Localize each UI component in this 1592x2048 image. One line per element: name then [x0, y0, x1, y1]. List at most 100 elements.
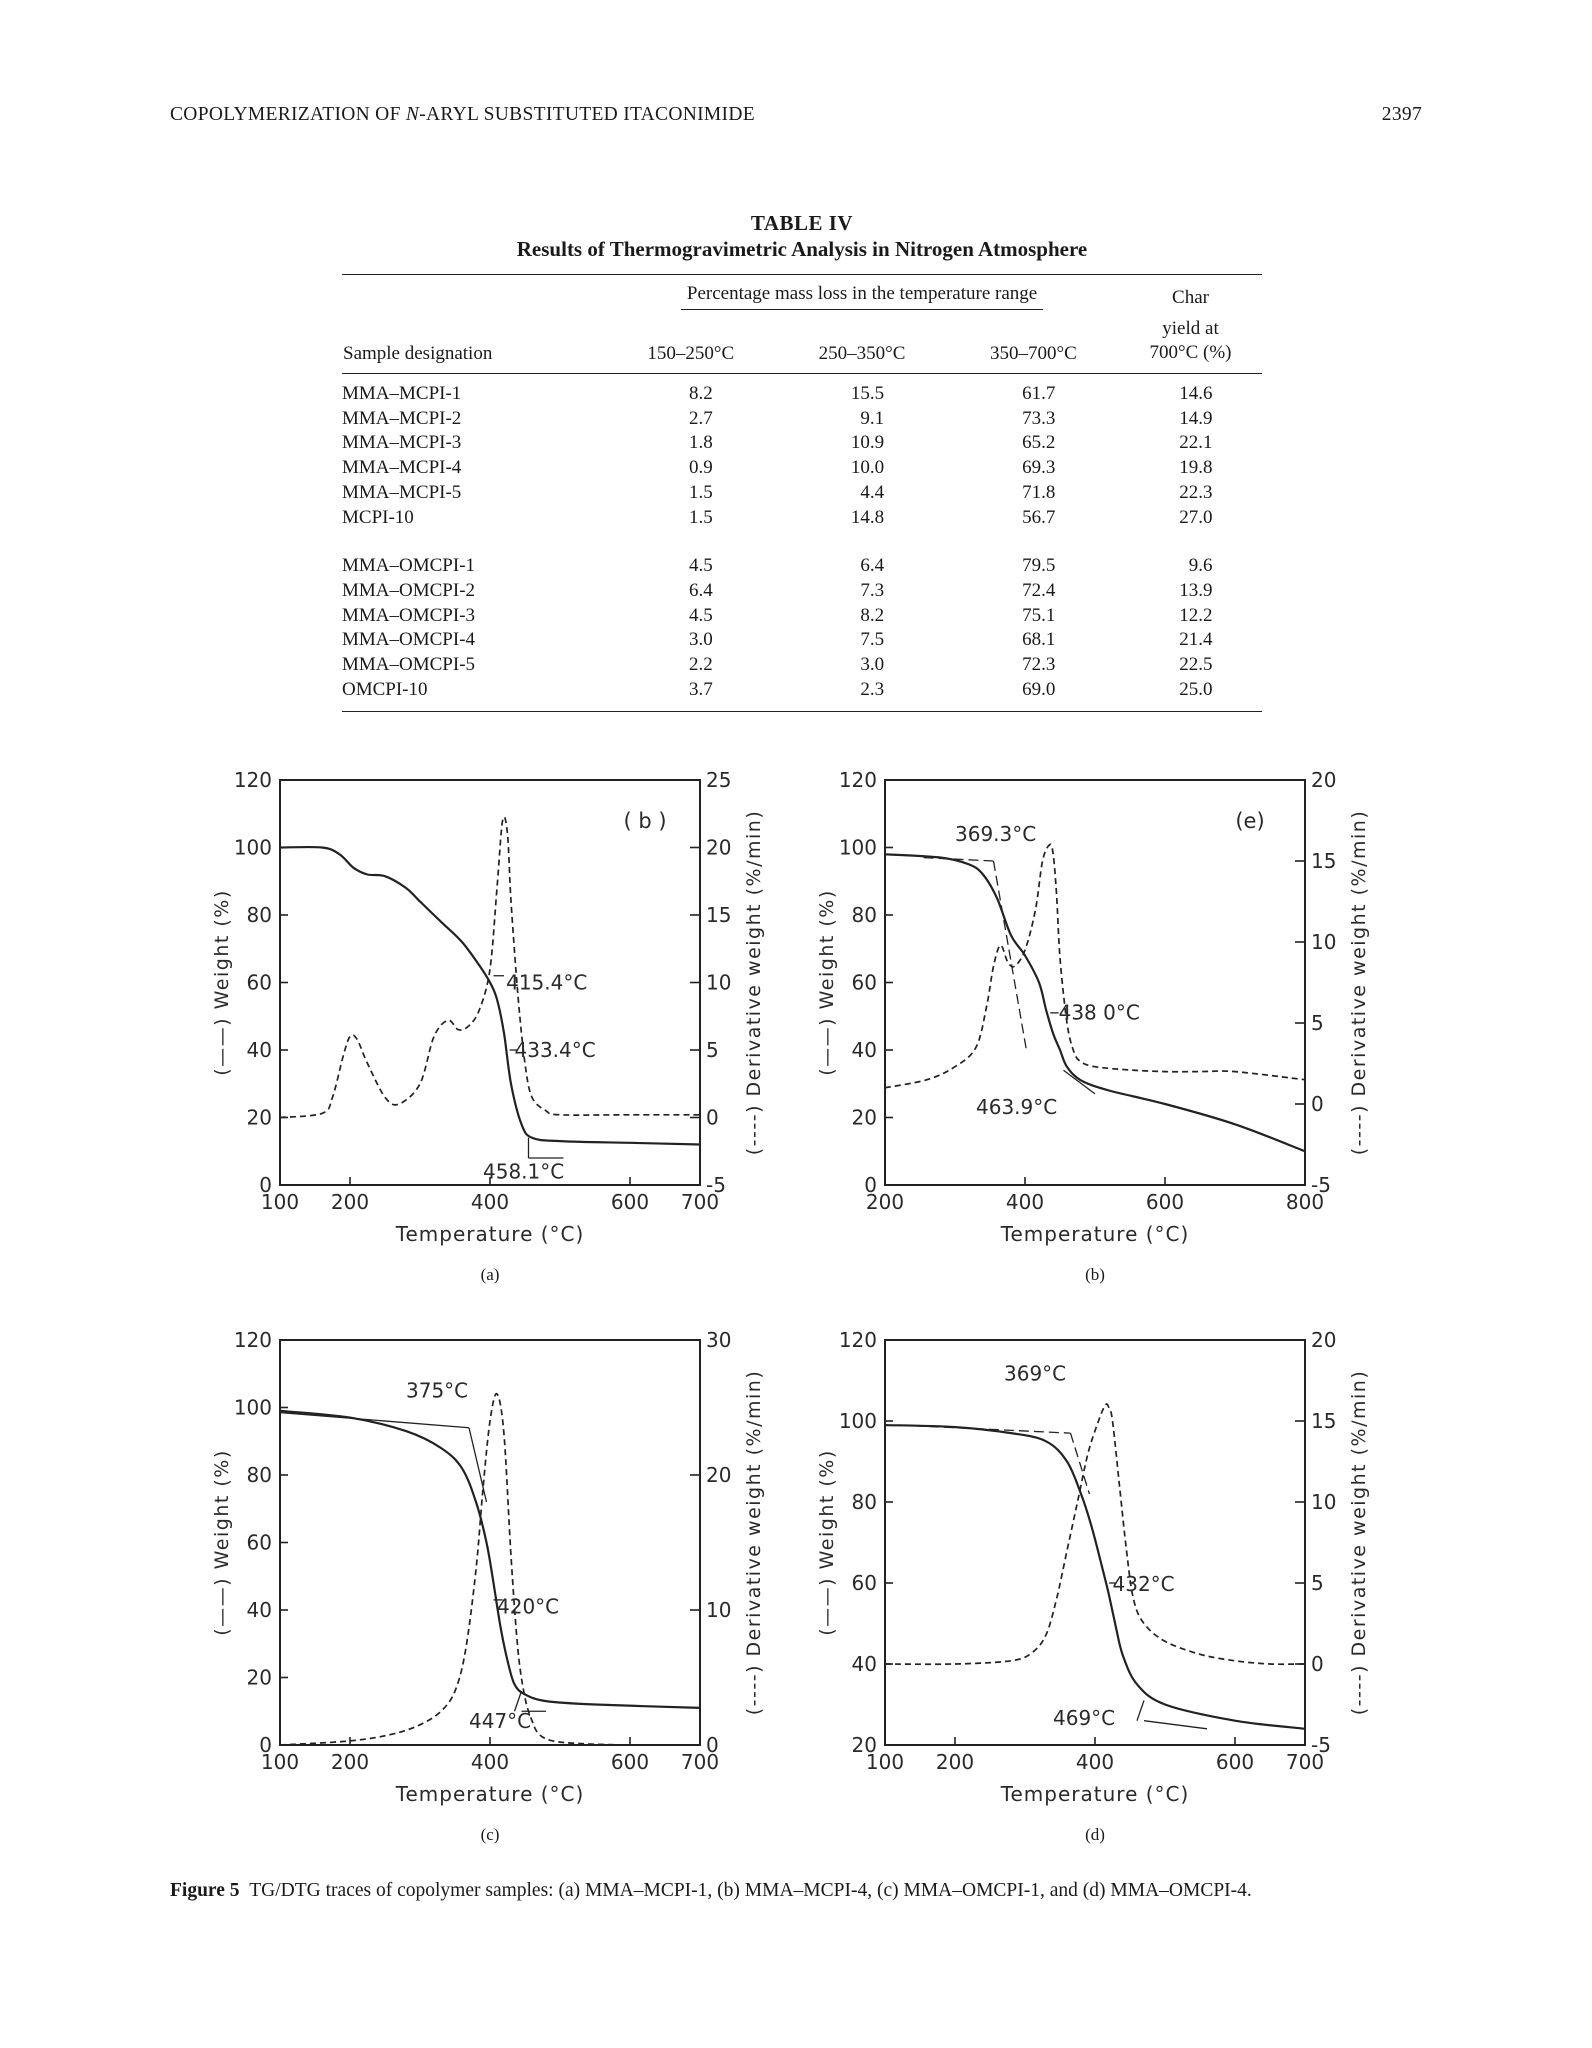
- x-tick-label: 700: [681, 1750, 719, 1774]
- figure-panel-b: 200 400 600 800 0 20 40 60 80 100 120 -5 0 5 10 15 20 Tem…: [810, 755, 1380, 1295]
- value-cell: 2.2: [689, 654, 713, 676]
- sample-name-cell: MMA–OMCPI-4: [342, 629, 476, 651]
- y2-tick-label: 0: [706, 1106, 719, 1130]
- x-tick-label: 400: [471, 1750, 509, 1774]
- temperature-annotation: 433.4°C: [515, 1038, 596, 1062]
- value-cell: 3.0: [689, 629, 713, 651]
- value-cell: 6.4: [860, 555, 885, 577]
- table-row: OMCPI-10 3.7 2.3 69.0 25.0: [342, 677, 1262, 713]
- value-cell: 56.7: [1022, 506, 1056, 528]
- dtg-derivative-curve: [884, 1403, 1306, 1666]
- plot-frame: [884, 779, 1306, 1186]
- dtg-derivative-curve: [279, 1393, 701, 1746]
- value-cell: 0.9: [689, 457, 713, 479]
- value-cell: 69.0: [947, 677, 1120, 713]
- y2-tick-label: 15: [1311, 849, 1336, 873]
- value-cell: 4.5: [689, 604, 713, 626]
- value-cell: 3.7: [605, 677, 777, 713]
- y2-tick-label: 20: [706, 1463, 731, 1487]
- tg-dtg-chart-d: 100 200 400 600 700 20 40 60 80 100 120 -5 0 5 10 15 20 T…: [816, 1328, 1370, 1806]
- temperature-annotation: 463.9°C: [976, 1095, 1057, 1119]
- temperature-annotation: 375°C: [406, 1378, 468, 1402]
- y-tick-label: 80: [247, 903, 272, 927]
- temperature-annotation: 438 0°C: [1059, 1001, 1140, 1025]
- y-tick-label: 120: [839, 768, 877, 792]
- temperature-annotation: 447°C: [469, 1709, 531, 1733]
- y-tick-label: 40: [852, 1038, 877, 1062]
- temperature-annotation: 420°C: [497, 1594, 559, 1618]
- value-cell: 4.5: [689, 555, 713, 577]
- annotation-leader: [279, 1411, 470, 1429]
- y-tick-label: 20: [852, 1733, 877, 1757]
- temperature-annotation: 469°C: [1053, 1706, 1115, 1730]
- value-cell: 10.0: [850, 457, 885, 479]
- value-cell: 1.5: [689, 506, 713, 528]
- y2-tick-label: -5: [1311, 1173, 1331, 1197]
- value-cell: 12.2: [1179, 604, 1213, 626]
- value-cell: 13.9: [1179, 579, 1213, 601]
- y2-axis-label: (----) Derivative weight (%/min): [743, 810, 765, 1156]
- y2-tick-label: 5: [1311, 1011, 1324, 1035]
- y2-tick-label: 10: [706, 1598, 731, 1622]
- y2-tick-label: 5: [706, 1038, 719, 1062]
- y-tick-label: 60: [852, 971, 877, 995]
- sample-name-cell: MMA–MCPI-4: [342, 457, 462, 479]
- annotation-leader: [992, 860, 1028, 1051]
- figure-caption: Figure 5 TG/DTG traces of copolymer samp…: [170, 1878, 1422, 1904]
- range1-header: 150–250°C: [605, 311, 777, 374]
- figure-caption-text: TG/DTG traces of copolymer samples: (a) …: [249, 1880, 1252, 1901]
- sample-name-cell: OMCPI-10: [342, 677, 606, 713]
- running-head: COPOLYMERIZATION OF N-ARYL SUBSTITUTED I…: [170, 104, 1422, 134]
- annotation-leader: [1069, 1432, 1091, 1495]
- value-cell: 8.2: [860, 604, 885, 626]
- sample-name-cell: MMA–OMCPI-5: [342, 654, 476, 676]
- page-number: 2397: [1381, 104, 1422, 125]
- value-cell: 27.0: [1179, 506, 1213, 528]
- inset-label: ( b ): [623, 809, 666, 833]
- y-tick-label: 20: [247, 1106, 272, 1130]
- y-tick-label: 60: [247, 971, 272, 995]
- table-row: MMA–OMCPI-1 4.5 6.4 79.5 9.6: [342, 530, 1262, 579]
- y2-tick-label: 0: [706, 1733, 719, 1757]
- y2-tick-label: 20: [1311, 768, 1336, 792]
- y-tick-label: 0: [864, 1173, 877, 1197]
- value-cell: 2.7: [689, 407, 713, 429]
- table-row: MMA–OMCPI-2 6.4 7.3 72.4 13.9: [342, 579, 1262, 604]
- table-row: MMA–MCPI-1 8.2 15.5 61.7 14.6: [342, 374, 1262, 407]
- y2-tick-label: 30: [706, 1328, 731, 1352]
- inset-label: (e): [1235, 809, 1264, 833]
- annotation-leader: [1136, 1700, 1145, 1721]
- panel-label-c: (c): [480, 1825, 500, 1844]
- x-tick-label: 400: [471, 1190, 509, 1214]
- x-tick-label: 600: [611, 1750, 649, 1774]
- panel-label-a: (a): [480, 1265, 500, 1284]
- y-tick-label: 40: [852, 1652, 877, 1676]
- value-cell: 65.2: [1022, 432, 1056, 454]
- value-cell: 6.4: [689, 579, 713, 601]
- sample-header: Sample designation: [342, 311, 606, 374]
- y-tick-label: 100: [234, 1396, 272, 1420]
- panel-label-d: (d): [1085, 1825, 1105, 1844]
- range3-header: 350–700°C: [947, 311, 1120, 374]
- x-tick-label: 700: [1286, 1750, 1324, 1774]
- sample-name-cell: MMA–MCPI-1: [342, 383, 462, 404]
- y-tick-label: 20: [852, 1106, 877, 1130]
- y-tick-label: 60: [247, 1531, 272, 1555]
- sample-name-cell: MMA–MCPI-3: [342, 432, 462, 454]
- figure-panel-d: 100 200 400 600 700 20 40 60 80 100 120 -5 0 5 10 15 20 T…: [810, 1315, 1380, 1855]
- y-tick-label: 60: [852, 1571, 877, 1595]
- y2-tick-label: 25: [706, 768, 731, 792]
- value-cell: 21.4: [1179, 629, 1213, 651]
- table-label: TABLE IV: [750, 211, 854, 235]
- tg-dtg-chart-b: 200 400 600 800 0 20 40 60 80 100 120 -5 0 5 10 15 20 Tem…: [816, 768, 1370, 1246]
- value-cell: 61.7: [1022, 383, 1056, 404]
- y-tick-label: 20: [247, 1666, 272, 1690]
- table-row: MMA–OMCPI-4 3.0 7.5 68.1 21.4: [342, 628, 1262, 653]
- x-tick-label: 800: [1286, 1190, 1324, 1214]
- sample-name-cell: MCPI-10: [342, 506, 414, 528]
- sample-name-cell: MMA–MCPI-5: [342, 481, 462, 503]
- y2-tick-label: -5: [706, 1173, 726, 1197]
- tg-weight-curve: [279, 1409, 701, 1709]
- y2-tick-label: 0: [1311, 1092, 1324, 1116]
- figure-caption-label: Figure 5: [170, 1880, 240, 1901]
